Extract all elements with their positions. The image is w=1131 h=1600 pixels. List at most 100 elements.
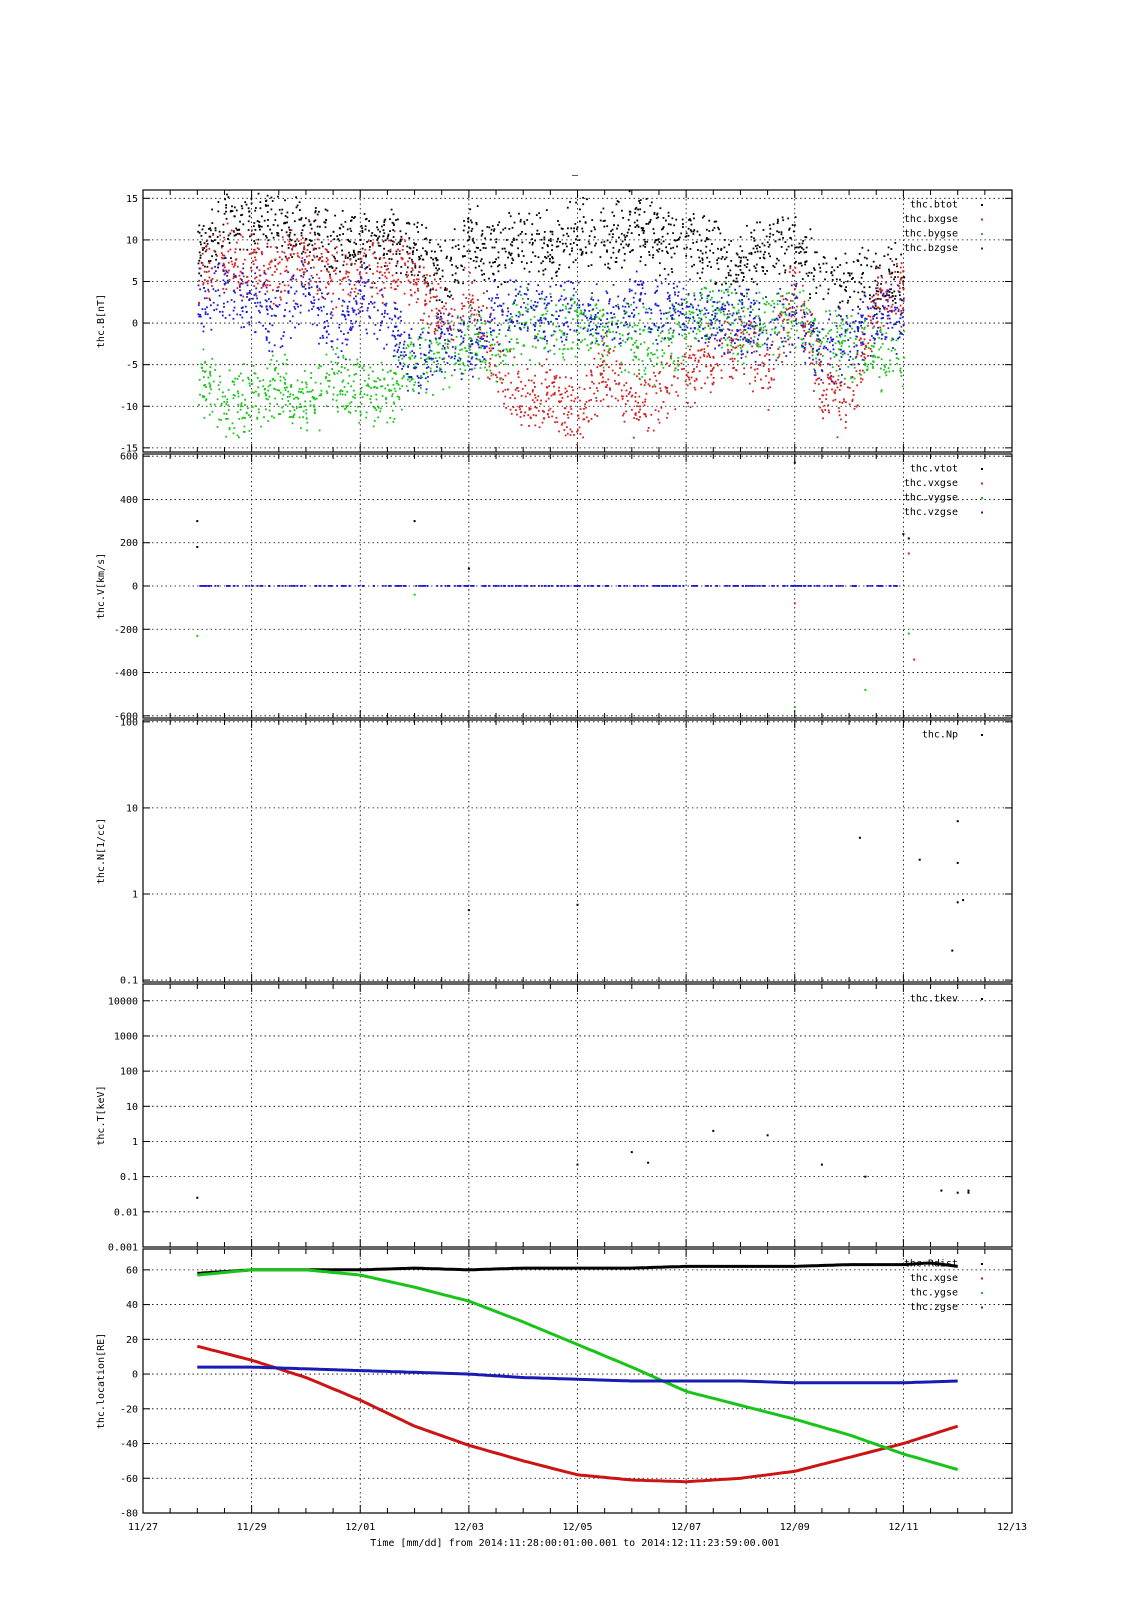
- data-point: [535, 290, 538, 292]
- data-point: [653, 211, 656, 214]
- data-point: [576, 304, 578, 306]
- data-point: [804, 324, 806, 327]
- data-point: [755, 270, 758, 273]
- data-point: [865, 346, 868, 349]
- data-point: [666, 416, 668, 419]
- data-point: [811, 354, 814, 357]
- data-point: [226, 401, 229, 403]
- data-point: [493, 229, 495, 232]
- data-point: [704, 240, 707, 243]
- data-point: [595, 242, 597, 245]
- data-point: [829, 313, 832, 316]
- data-point: [719, 330, 722, 333]
- data-point: [642, 306, 645, 309]
- data-point: [408, 237, 411, 239]
- data-point: [366, 266, 369, 268]
- data-point: [470, 313, 473, 316]
- data-point: [505, 348, 508, 351]
- data-point: [890, 306, 893, 308]
- data-point: [791, 307, 794, 309]
- data-point: [669, 307, 671, 310]
- data-point: [418, 258, 421, 261]
- data-point: [543, 298, 546, 301]
- data-point: [625, 382, 628, 384]
- data-point: [800, 305, 803, 308]
- data-point: [570, 297, 573, 299]
- data-point: [815, 292, 818, 294]
- data-point: [639, 405, 641, 408]
- data-point: [227, 234, 230, 237]
- data-point: [254, 242, 256, 245]
- data-point: [344, 408, 346, 410]
- data-point: [627, 315, 630, 318]
- data-point: [234, 262, 236, 265]
- data-point: [863, 286, 866, 289]
- data-point: [453, 308, 456, 311]
- data-point: [738, 311, 740, 314]
- data-point: [793, 283, 796, 286]
- data-point: [302, 263, 304, 266]
- data-point: [270, 259, 273, 262]
- data-point: [732, 360, 734, 363]
- data-point: [207, 280, 209, 282]
- data-point: [752, 390, 754, 393]
- data-point: [804, 343, 807, 346]
- data-point: [680, 362, 683, 365]
- data-point: [406, 245, 409, 248]
- data-point: [663, 352, 666, 355]
- data-point: [813, 330, 816, 333]
- data-point: [263, 219, 266, 222]
- data-point: [288, 235, 291, 238]
- data-point: [363, 393, 366, 396]
- data-point: [264, 284, 267, 287]
- data-point: [344, 276, 347, 279]
- data-point: [297, 323, 300, 326]
- data-point: [437, 363, 440, 365]
- data-point: [848, 272, 851, 275]
- data-point: [675, 218, 678, 221]
- data-point: [641, 375, 644, 378]
- data-point: [344, 257, 347, 259]
- data-point: [646, 429, 649, 432]
- data-point: [427, 375, 429, 378]
- data-point: [887, 310, 889, 313]
- data-point: [423, 279, 426, 281]
- data-point: [492, 347, 495, 350]
- data-point: [838, 342, 841, 345]
- data-point: [508, 212, 511, 214]
- data-point: [526, 368, 529, 370]
- data-point: [289, 231, 292, 234]
- data-point: [659, 262, 661, 265]
- data-point: [643, 384, 646, 387]
- data-point: [450, 256, 452, 259]
- data-point: [222, 231, 225, 233]
- data-point: [773, 266, 776, 269]
- data-point: [391, 243, 394, 246]
- data-point: [670, 247, 672, 250]
- data-point: [689, 313, 692, 316]
- data-point: [684, 380, 687, 383]
- data-point: [335, 306, 338, 309]
- data-point: [455, 265, 458, 268]
- data-point: [622, 299, 625, 302]
- data-point: [215, 308, 218, 311]
- data-point: [352, 309, 355, 312]
- data-point: [768, 224, 771, 227]
- data-point: [705, 287, 708, 290]
- data-point: [753, 229, 756, 232]
- data-point: [614, 372, 616, 375]
- data-point: [252, 225, 255, 227]
- data-point: [517, 390, 520, 392]
- data-point: [683, 353, 686, 356]
- data-point: [742, 353, 744, 355]
- data-point: [388, 271, 390, 274]
- data-point: [250, 233, 253, 236]
- data-point: [735, 311, 738, 314]
- data-point: [890, 276, 893, 279]
- data-point: [580, 341, 582, 344]
- data-point: [802, 240, 805, 242]
- data-point: [687, 227, 690, 230]
- data-point: [436, 272, 438, 275]
- data-point: [490, 372, 493, 375]
- data-point: [249, 290, 251, 292]
